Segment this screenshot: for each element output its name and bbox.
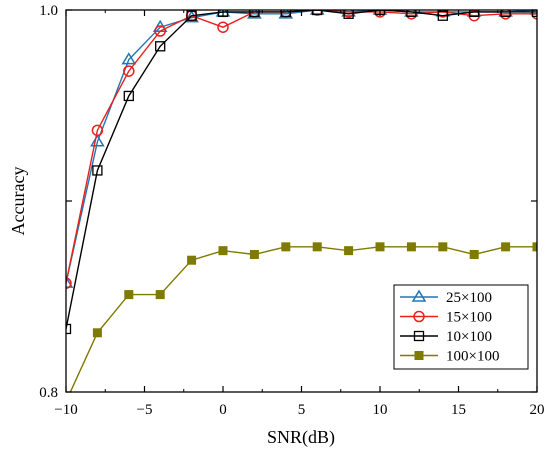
data-point bbox=[92, 165, 103, 176]
data-point bbox=[469, 249, 479, 259]
data-point bbox=[217, 21, 229, 33]
x-tick-label: 20 bbox=[530, 402, 545, 418]
data-point bbox=[278, 10, 294, 19]
data-point bbox=[343, 10, 354, 19]
data-point bbox=[469, 10, 480, 18]
legend-label: 25×100 bbox=[446, 290, 492, 306]
data-point bbox=[66, 275, 74, 288]
data-point bbox=[155, 290, 165, 300]
series-line bbox=[66, 10, 537, 330]
series-line bbox=[69, 246, 537, 392]
series-4 bbox=[69, 242, 537, 392]
legend-marker bbox=[413, 310, 425, 323]
data-point bbox=[217, 10, 229, 18]
series-1 bbox=[66, 10, 537, 288]
data-point bbox=[218, 246, 228, 256]
x-tick-label: 0 bbox=[219, 402, 227, 418]
data-point bbox=[341, 10, 356, 17]
legend-item-1: 25×100 bbox=[400, 289, 492, 306]
ticks-layer: −10 −5 0 5 10 15 20 0.8 1.0 bbox=[39, 3, 544, 418]
legend-item-3: 10×100 bbox=[400, 329, 492, 345]
legend-label: 10×100 bbox=[446, 329, 492, 345]
data-point bbox=[121, 52, 137, 65]
data-point bbox=[437, 10, 448, 21]
x-axis-title: SNR(dB) bbox=[267, 427, 335, 448]
x-tick-label: 10 bbox=[373, 402, 388, 418]
data-point bbox=[375, 242, 385, 252]
x-tick-label: −5 bbox=[137, 402, 153, 418]
data-point bbox=[500, 10, 511, 18]
data-point bbox=[532, 242, 537, 252]
data-point bbox=[281, 242, 291, 252]
legend-item-2: 15×100 bbox=[400, 310, 492, 326]
y-tick-label: 1.0 bbox=[39, 3, 58, 19]
data-point bbox=[91, 124, 104, 137]
data-point bbox=[90, 134, 105, 147]
legend-label: 15×100 bbox=[446, 310, 492, 326]
data-point bbox=[438, 242, 448, 252]
y-axis-title: Accuracy bbox=[8, 167, 28, 236]
legend-label: 100×100 bbox=[446, 349, 499, 365]
data-point bbox=[312, 10, 323, 16]
legend-marker bbox=[414, 351, 424, 360]
legend-marker bbox=[411, 289, 427, 302]
x-tick-label: 5 bbox=[298, 402, 306, 418]
data-point bbox=[501, 242, 511, 252]
data-point bbox=[531, 10, 537, 18]
series-line bbox=[66, 10, 537, 284]
series-2 bbox=[66, 10, 537, 289]
data-point bbox=[249, 249, 259, 259]
data-point bbox=[66, 323, 72, 335]
data-point bbox=[406, 10, 417, 18]
y-tick-label: 0.8 bbox=[39, 385, 58, 401]
data-point bbox=[280, 10, 291, 18]
data-point bbox=[312, 242, 322, 252]
data-point bbox=[123, 90, 134, 102]
data-point bbox=[187, 255, 197, 265]
data-point bbox=[124, 290, 134, 300]
x-tick-label: 15 bbox=[451, 402, 466, 418]
data-point bbox=[123, 65, 135, 77]
data-point bbox=[344, 246, 354, 256]
legend-item-4: 100×100 bbox=[400, 349, 499, 365]
legend: 25×100 15×100 10×100 100×100 bbox=[393, 284, 529, 370]
data-point bbox=[249, 10, 260, 18]
data-point bbox=[186, 10, 197, 21]
data-point bbox=[406, 242, 416, 252]
data-point bbox=[92, 328, 102, 338]
data-point bbox=[66, 277, 72, 289]
data-point bbox=[155, 41, 166, 52]
data-point bbox=[154, 25, 166, 37]
x-tick-label: −10 bbox=[54, 402, 77, 418]
legend-marker bbox=[413, 330, 425, 342]
